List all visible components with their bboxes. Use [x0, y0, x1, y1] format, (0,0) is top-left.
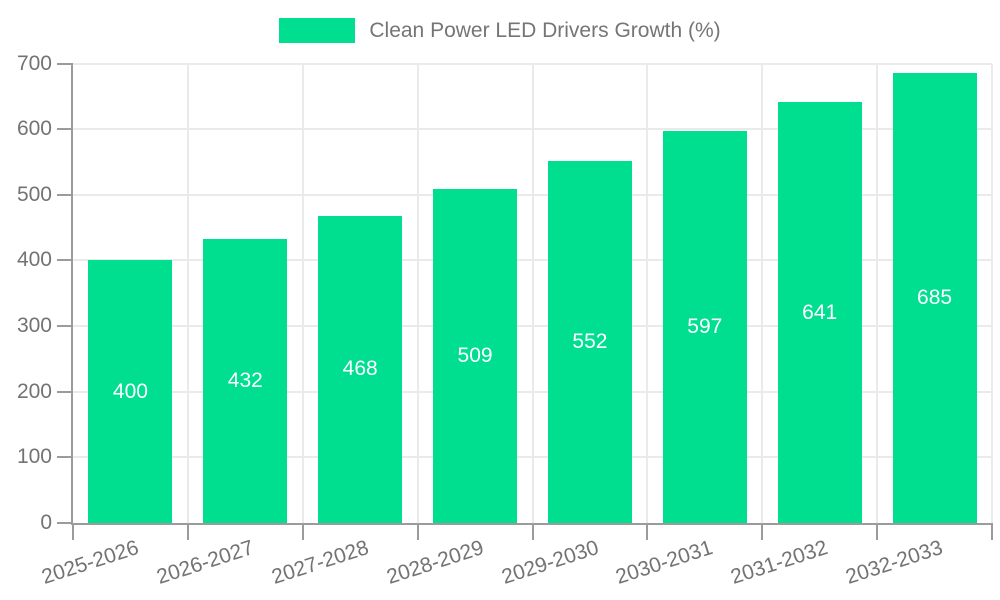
legend-swatch-icon	[279, 18, 356, 43]
v-gridline	[416, 63, 419, 523]
y-axis-tick	[57, 522, 73, 524]
bar-value-label: 552	[572, 329, 608, 353]
x-axis-tick	[186, 523, 189, 540]
x-axis-tick-label: 2026-2027	[153, 536, 257, 589]
y-axis-tick-label: 0	[40, 511, 52, 534]
bar-value-label: 597	[687, 315, 723, 339]
y-axis-tick-label: 400	[16, 248, 52, 272]
bar-value-label: 468	[342, 357, 378, 381]
x-axis-tick	[761, 523, 764, 540]
y-axis-tick	[57, 128, 73, 131]
y-axis-tick-label: 700	[16, 51, 52, 75]
y-axis-tick-label: 100	[16, 445, 52, 469]
v-gridline	[646, 63, 649, 523]
bar-2028-2029[interactable]: 509	[433, 188, 518, 523]
v-gridline	[186, 63, 189, 523]
y-axis-line	[71, 62, 73, 525]
y-axis-tick-label: 500	[16, 182, 52, 206]
x-axis-tick-label: 2031-2032	[728, 536, 831, 589]
x-axis-tick	[531, 523, 534, 540]
x-axis-tick	[301, 523, 304, 540]
x-axis-tick-label: 2032-2033	[843, 536, 946, 589]
x-axis-tick-label: 2025-2026	[38, 536, 142, 589]
bar-2026-2027[interactable]: 432	[203, 239, 288, 523]
x-axis-tick	[72, 523, 74, 540]
x-axis-tick	[646, 523, 649, 540]
bar-2027-2028[interactable]: 468	[318, 215, 403, 523]
y-axis-tick	[57, 259, 73, 262]
v-gridline	[761, 63, 764, 523]
bar-2031-2032[interactable]: 641	[777, 102, 862, 523]
bar-2030-2031[interactable]: 597	[662, 131, 747, 523]
bar-2025-2026[interactable]: 400	[88, 260, 173, 523]
v-gridline	[301, 63, 304, 523]
x-axis-tick-label: 2027-2028	[268, 536, 372, 589]
bar-value-label: 432	[227, 369, 263, 393]
y-axis-tick-label: 200	[16, 379, 52, 403]
y-axis-tick-label: 600	[16, 117, 52, 141]
bar-value-label: 509	[457, 343, 493, 367]
bar-value-label: 685	[917, 286, 953, 310]
bar-value-label: 400	[112, 379, 148, 403]
x-axis-tick-label: 2028-2029	[383, 536, 487, 589]
bar-2032-2033[interactable]: 685	[892, 73, 977, 523]
y-axis-tick	[57, 193, 73, 196]
y-axis-tick	[57, 390, 73, 393]
legend-label: Clean Power LED Drivers Growth (%)	[369, 18, 721, 42]
y-axis-tick	[57, 62, 73, 65]
y-axis-tick-label: 300	[16, 314, 52, 338]
x-axis-line	[71, 523, 992, 525]
x-axis-tick-label: 2029-2030	[498, 536, 602, 589]
v-gridline	[991, 63, 993, 523]
legend[interactable]: Clean Power LED Drivers Growth (%)	[0, 18, 1000, 43]
v-gridline	[531, 63, 534, 523]
bar-2029-2030[interactable]: 552	[547, 160, 632, 523]
x-axis-tick-label: 2030-2031	[613, 536, 716, 589]
v-gridline	[876, 63, 879, 523]
x-axis-tick	[991, 523, 993, 540]
y-axis-tick	[57, 325, 73, 328]
y-axis-tick	[57, 456, 73, 459]
bar-value-label: 641	[802, 300, 838, 324]
x-axis-tick	[876, 523, 879, 540]
x-axis-tick	[416, 523, 419, 540]
